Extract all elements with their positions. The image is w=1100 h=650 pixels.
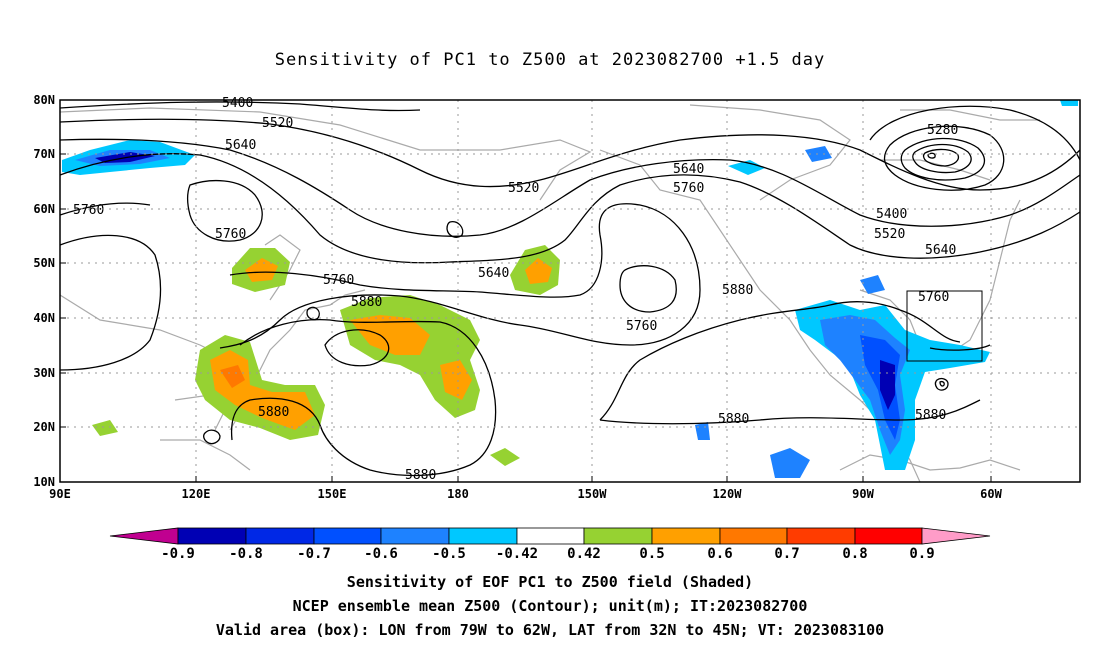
contour-label: 5640	[673, 162, 704, 177]
contour-label: 5400	[222, 96, 253, 111]
map-title: Sensitivity of PC1 to Z500 at 2023082700…	[274, 50, 826, 70]
colorbar-label: -0.5	[432, 546, 466, 562]
contour-label: 5520	[874, 227, 905, 242]
caption-line-2: NCEP ensemble mean Z500 (Contour); unit(…	[292, 597, 808, 615]
z500-contours	[59, 101, 1081, 477]
contour-label: 5640	[478, 266, 509, 281]
contour-label: 5880	[258, 405, 289, 420]
lon-label: 120E	[182, 487, 211, 501]
contour-label: 5520	[262, 116, 293, 131]
colorbar-label: -0.9	[161, 546, 195, 562]
axis-ticks	[60, 99, 992, 483]
lat-label: 80N	[33, 93, 55, 107]
contour-label: 5760	[215, 227, 246, 242]
colorbar-label: 0.7	[774, 546, 799, 562]
colorbar: -0.9 -0.8 -0.7 -0.6 -0.5 -0.42 0.42 0.5 …	[109, 527, 991, 562]
lon-label: 120W	[713, 487, 743, 501]
contour-label: 5880	[722, 283, 753, 298]
colorbar-low-triangle	[109, 527, 179, 545]
contour-label: 5880	[915, 408, 946, 423]
colorbar-segment	[583, 527, 653, 545]
contour-label: 5880	[351, 295, 382, 310]
caption-line-1: Sensitivity of EOF PC1 to Z500 field (Sh…	[346, 573, 754, 591]
contour-label: 5640	[925, 243, 956, 258]
caption-line-3: Valid area (box): LON from 79W to 62W, L…	[215, 621, 885, 639]
colorbar-segment	[380, 527, 450, 545]
lon-label: 90W	[852, 487, 874, 501]
colorbar-segment	[177, 527, 247, 545]
lat-label: 50N	[33, 256, 55, 270]
colorbar-segment	[651, 527, 721, 545]
lat-label: 40N	[33, 311, 55, 325]
colorbar-high-triangle	[921, 527, 991, 545]
contour-label: 5640	[225, 138, 256, 153]
valid-area-box	[906, 290, 983, 362]
lon-label: 180	[447, 487, 469, 501]
colorbar-label: 0.6	[707, 546, 732, 562]
latitude-labels: 80N 70N 60N 50N 40N 30N 20N 10N	[33, 93, 55, 489]
lon-label: 90E	[49, 487, 71, 501]
colorbar-label: 0.9	[909, 546, 934, 562]
colorbar-segment	[854, 527, 923, 545]
colorbar-segment	[516, 527, 585, 545]
contour-label: 5280	[927, 123, 958, 138]
colorbar-label: -0.7	[297, 546, 331, 562]
longitude-labels: 90E 120E 150E 180 150W 120W 90W 60W	[49, 487, 1002, 501]
sensitivity-shading	[62, 100, 1078, 478]
lon-label: 150E	[318, 487, 347, 501]
colorbar-segment	[313, 527, 382, 545]
contour-label: 5760	[626, 319, 657, 334]
lat-label: 10N	[33, 475, 55, 489]
colorbar-label: 0.8	[842, 546, 867, 562]
colorbar-label: -0.6	[364, 546, 398, 562]
lat-label: 20N	[33, 420, 55, 434]
contour-label: 5520	[508, 181, 539, 196]
lon-label: 60W	[980, 487, 1002, 501]
contour-label: 5880	[718, 412, 749, 427]
colorbar-label: 0.5	[639, 546, 664, 562]
contour-label: 5760	[323, 273, 354, 288]
colorbar-segment	[448, 527, 518, 545]
contour-label: 5760	[673, 181, 704, 196]
colorbar-label: -0.8	[229, 546, 263, 562]
colorbar-segment	[245, 527, 315, 545]
map-frame	[59, 99, 1081, 483]
contour-labels: 5400 5520 5640 5760 5760 5520 5640 5760 …	[73, 96, 958, 483]
colorbar-label: -0.42	[496, 546, 538, 562]
colorbar-segment	[719, 527, 788, 545]
contour-label: 5880	[405, 468, 436, 483]
lat-label: 60N	[33, 202, 55, 216]
lat-label: 70N	[33, 147, 55, 161]
gridlines	[60, 100, 1080, 482]
contour-label: 5760	[73, 203, 104, 218]
lat-label: 30N	[33, 366, 55, 380]
colorbar-segment	[786, 527, 856, 545]
contour-label: 5400	[876, 207, 907, 222]
contour-label: 5760	[918, 290, 949, 305]
colorbar-label: 0.42	[567, 546, 601, 562]
lon-label: 150W	[578, 487, 608, 501]
